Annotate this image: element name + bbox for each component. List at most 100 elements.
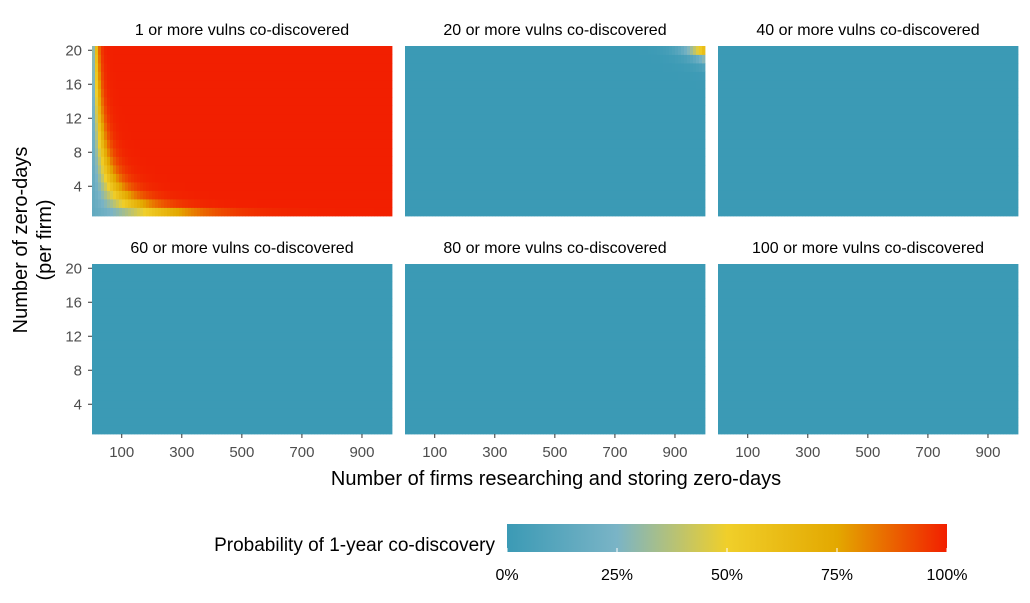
heatmap-cell [411, 199, 415, 208]
heatmap-cell [326, 114, 330, 123]
heatmap-cell [952, 199, 956, 208]
heatmap-cell [531, 173, 535, 183]
heatmap-cell [317, 54, 321, 64]
heatmap-cell [630, 122, 634, 132]
heatmap-cell [221, 199, 225, 208]
heatmap-cell [805, 131, 809, 140]
heatmap-cell [1006, 199, 1010, 208]
heatmap-cell [952, 190, 956, 200]
heatmap-cell [341, 173, 345, 183]
heatmap-cell [519, 199, 523, 208]
heatmap-cell [426, 63, 430, 72]
heatmap-cell [176, 131, 180, 140]
heatmap-cell [441, 156, 445, 166]
heatmap-cell [311, 173, 315, 183]
heatmap-cell [468, 139, 472, 149]
heatmap-cell [817, 156, 821, 166]
heatmap-cell [263, 63, 267, 72]
heatmap-cell [889, 173, 893, 183]
heatmap-cell [284, 207, 288, 217]
heatmap-cell [498, 190, 502, 200]
heatmap-cell [149, 173, 153, 183]
heatmap-cell [561, 71, 565, 81]
heatmap-cell [110, 97, 114, 106]
heatmap-cell [462, 114, 466, 123]
heatmap-cell [769, 131, 773, 140]
heatmap-cell [591, 199, 595, 208]
heatmap-cell [609, 88, 613, 98]
heatmap-cell [657, 122, 661, 132]
heatmap-cell [125, 88, 129, 98]
heatmap-cell [600, 190, 604, 200]
heatmap-cell [525, 63, 529, 72]
heatmap-cell [949, 182, 953, 191]
heatmap-cell [248, 199, 252, 208]
heatmap-cell [736, 173, 740, 183]
heatmap-cell [961, 190, 965, 200]
heatmap-cell [287, 105, 291, 115]
heatmap-cell [179, 156, 183, 166]
heatmap-cell [444, 88, 448, 98]
heatmap-cell [365, 182, 369, 191]
heatmap-cell [745, 199, 749, 208]
heatmap-cell [853, 173, 857, 183]
heatmap-cell [149, 199, 153, 208]
heatmap-cell [338, 63, 342, 72]
heatmap-cell [92, 139, 96, 149]
heatmap-cell [507, 165, 511, 174]
heatmap-cell [371, 46, 375, 55]
heatmap-cell [320, 54, 324, 64]
heatmap-cell [829, 165, 833, 174]
heatmap-cell [323, 46, 327, 55]
heatmap-cell [564, 199, 568, 208]
heatmap-cell [895, 165, 899, 174]
heatmap-cell [365, 207, 369, 217]
heatmap-cell [663, 182, 667, 191]
heatmap-cell [657, 54, 661, 64]
heatmap-cell [317, 80, 321, 89]
heatmap-cell [468, 165, 472, 174]
heatmap-cell [317, 173, 321, 183]
heatmap-cell [696, 131, 700, 140]
heatmap-cell [320, 156, 324, 166]
panel-title: 40 or more vulns co-discovered [756, 22, 979, 39]
heatmap-cell [173, 207, 177, 217]
heatmap-cell [838, 165, 842, 174]
heatmap-cell [332, 139, 336, 149]
heatmap-cell [417, 97, 421, 106]
heatmap-cell [594, 122, 598, 132]
heatmap-cell [143, 199, 147, 208]
heatmap-cell [730, 182, 734, 191]
heatmap-cell [582, 182, 586, 191]
heatmap-cell [128, 46, 132, 55]
heatmap-cell [486, 156, 490, 166]
heatmap-cell [483, 139, 487, 149]
heatmap-cell [868, 173, 872, 183]
heatmap-cell [564, 139, 568, 149]
heatmap-cell [684, 71, 688, 81]
heatmap-cell [176, 80, 180, 89]
heatmap-cell [928, 139, 932, 149]
heatmap-cell [317, 97, 321, 106]
heatmap-cell [429, 71, 433, 81]
heatmap-cell [781, 148, 785, 157]
heatmap-cell [143, 122, 147, 132]
heatmap-cell [612, 80, 616, 89]
heatmap-cell [284, 105, 288, 115]
heatmap-cell [368, 190, 372, 200]
heatmap-cell [952, 207, 956, 217]
heatmap-cell [555, 165, 559, 174]
heatmap-cell [865, 148, 869, 157]
heatmap-cell [501, 54, 505, 64]
heatmap-cell [374, 80, 378, 89]
heatmap-cell [359, 71, 363, 81]
heatmap-cell [260, 139, 264, 149]
heatmap-cell [1003, 156, 1007, 166]
heatmap-cell [850, 139, 854, 149]
heatmap-cell [429, 199, 433, 208]
heatmap-cell [92, 46, 96, 55]
heatmap-cell [952, 182, 956, 191]
heatmap-cell [760, 182, 764, 191]
heatmap-cell [383, 148, 387, 157]
heatmap-cell [323, 199, 327, 208]
